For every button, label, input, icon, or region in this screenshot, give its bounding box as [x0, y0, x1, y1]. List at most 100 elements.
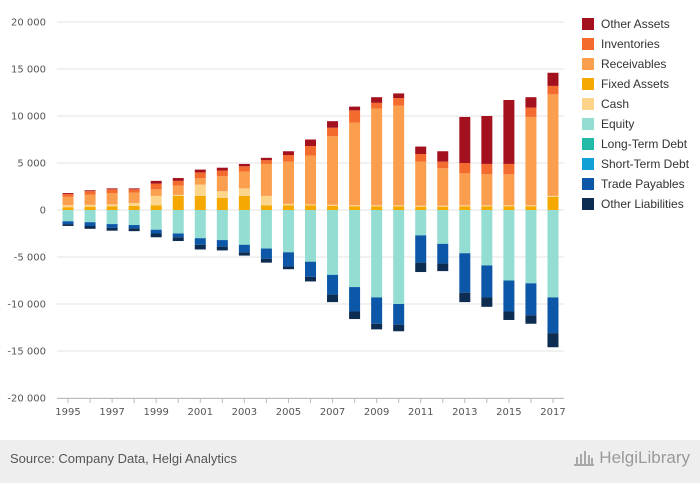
bar-equity: [327, 210, 339, 275]
y-tick-label: -5 000: [14, 253, 46, 264]
bar-cash: [371, 205, 383, 207]
source-note: Source: Company Data, Helgi Analytics: [10, 451, 237, 466]
bar-trade-payables: [106, 224, 118, 228]
bar-fixed-assets: [547, 196, 559, 210]
bar-inventories: [62, 194, 74, 197]
bar-other-assets: [415, 146, 427, 155]
bar-other-liabilities: [547, 333, 559, 348]
bar-other-assets: [503, 100, 515, 164]
bar-receivables: [150, 189, 162, 196]
bar-equity: [525, 210, 537, 284]
bar-other-liabilities: [260, 258, 272, 263]
bar-inventories: [194, 172, 206, 179]
bar-equity: [62, 210, 74, 222]
x-tick-label: 2017: [540, 407, 565, 418]
bar-fixed-assets: [106, 206, 118, 210]
bar-other-assets: [547, 72, 559, 86]
legend-swatch: [582, 118, 594, 130]
legend-item[interactable]: Cash: [582, 94, 700, 114]
bar-cash: [194, 184, 206, 196]
x-tick-label: 2015: [496, 407, 521, 418]
bar-fixed-assets: [150, 205, 162, 210]
bar-other-assets: [349, 106, 361, 111]
bar-receivables: [437, 168, 449, 206]
bar-cash: [106, 204, 118, 207]
bar-trade-payables: [128, 225, 140, 229]
bar-other-assets: [282, 151, 294, 156]
legend-swatch: [582, 78, 594, 90]
bar-equity: [547, 210, 559, 298]
bar-fixed-assets: [481, 206, 493, 210]
legend-item[interactable]: Long-Term Debt: [582, 134, 700, 154]
bar-fixed-assets: [62, 207, 74, 210]
x-tick-label: 2001: [188, 407, 213, 418]
legend-swatch: [582, 98, 594, 110]
bar-other-assets: [459, 116, 471, 163]
bar-other-assets: [216, 167, 228, 171]
bar-inventories: [282, 155, 294, 162]
bar-cash: [525, 205, 537, 207]
legend-item[interactable]: Trade Payables: [582, 174, 700, 194]
legend-item[interactable]: Equity: [582, 114, 700, 134]
legend-swatch: [582, 58, 594, 70]
bar-inventories: [238, 166, 250, 172]
legend-item[interactable]: Short-Term Debt: [582, 154, 700, 174]
bar-other-assets: [481, 116, 493, 164]
legend-item[interactable]: Inventories: [582, 34, 700, 54]
y-tick-label: -15 000: [7, 347, 46, 358]
bar-receivables: [172, 185, 184, 195]
brand-name: HelgiLibrary: [599, 448, 690, 467]
bar-other-liabilities: [305, 276, 316, 282]
bar-other-liabilities: [371, 323, 383, 330]
legend-label: Fixed Assets: [601, 77, 670, 91]
legend-item[interactable]: Fixed Assets: [582, 74, 700, 94]
bar-equity: [106, 210, 118, 225]
bar-equity: [128, 210, 140, 226]
bar-receivables: [260, 163, 272, 196]
brand-logo[interactable]: HelgiLibrary: [573, 448, 690, 468]
bar-trade-payables: [84, 222, 96, 226]
bar-receivables: [349, 122, 361, 206]
bar-other-liabilities: [393, 324, 405, 332]
legend-label: Cash: [601, 97, 630, 111]
x-axis: 1995 1997 1999 2001 2003 2005 2007 2009 2011 2013…: [55, 398, 566, 418]
bar-fixed-assets: [172, 195, 184, 210]
x-tick-label: 2011: [408, 407, 433, 418]
bar-trade-payables: [238, 244, 250, 253]
bar-fixed-assets: [282, 205, 294, 210]
bar-equity: [282, 210, 294, 253]
legend-item[interactable]: Receivables: [582, 54, 700, 74]
legend-swatch: [582, 38, 594, 50]
bar-cash: [150, 195, 162, 206]
legend-item[interactable]: Other Liabilities: [582, 194, 700, 214]
bar-other-liabilities: [106, 227, 118, 231]
bar-receivables: [84, 194, 96, 205]
bar-other-assets: [172, 178, 184, 181]
bar-other-assets: [327, 121, 339, 128]
bar-other-assets: [62, 193, 74, 195]
legend-item[interactable]: Other Assets: [582, 14, 700, 34]
bar-cash: [84, 204, 96, 207]
bar-inventories: [547, 85, 559, 95]
x-tick-label: 2013: [452, 407, 477, 418]
bar-inventories: [327, 127, 339, 137]
bar-fixed-assets: [128, 205, 140, 210]
x-tick-label: 2005: [276, 407, 301, 418]
bar-fixed-assets: [305, 205, 316, 210]
bar-fixed-assets: [415, 206, 427, 210]
legend-label: Trade Payables: [601, 177, 685, 191]
bar-trade-payables: [327, 274, 339, 295]
bar-equity: [503, 210, 515, 281]
bar-inventories: [503, 163, 515, 175]
bar-cash: [216, 191, 228, 198]
bar-cash: [437, 205, 449, 207]
bar-fixed-assets: [393, 206, 405, 210]
bar-inventories: [415, 154, 427, 162]
legend-label: Other Assets: [601, 17, 670, 31]
bar-fixed-assets: [437, 206, 449, 210]
bar-fixed-assets: [525, 206, 537, 210]
legend-label: Long-Term Debt: [601, 137, 688, 151]
bar-other-assets: [106, 188, 118, 190]
bar-other-liabilities: [349, 311, 361, 320]
bar-equity: [437, 210, 449, 244]
